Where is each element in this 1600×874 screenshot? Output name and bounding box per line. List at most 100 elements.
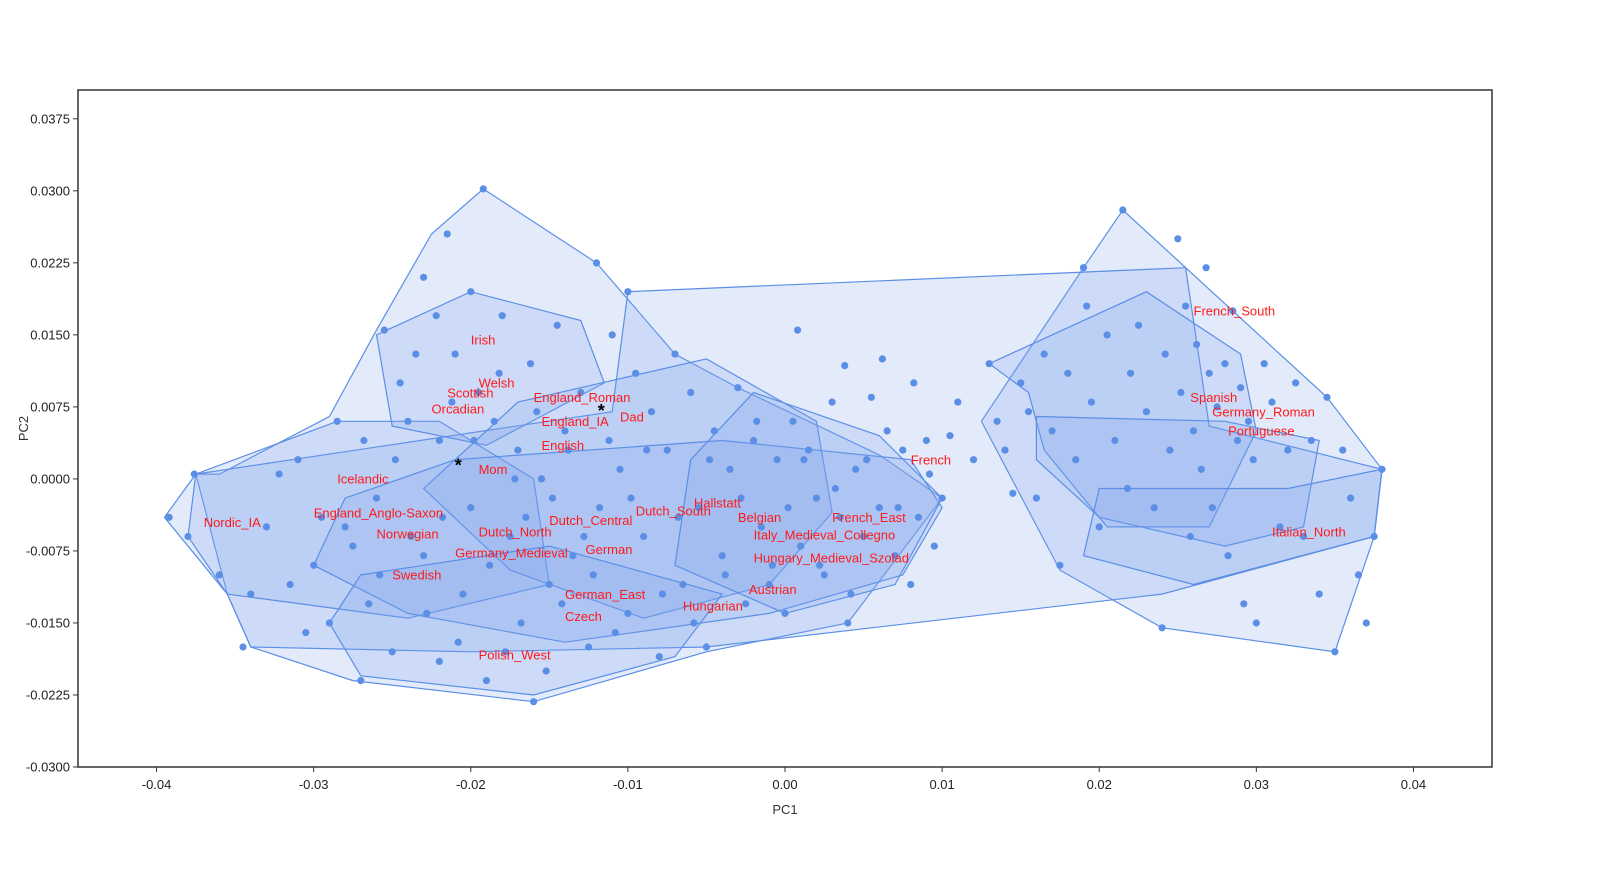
data-point bbox=[470, 436, 478, 445]
data-point bbox=[325, 619, 333, 627]
data-point bbox=[317, 513, 326, 521]
data-point bbox=[922, 436, 931, 445]
data-point bbox=[1197, 465, 1205, 473]
population-label: German bbox=[586, 542, 633, 557]
data-point bbox=[1072, 456, 1080, 464]
data-point bbox=[863, 456, 871, 464]
data-point bbox=[1158, 624, 1166, 632]
population-label: England_Anglo-Saxon bbox=[314, 505, 443, 520]
data-point bbox=[1193, 340, 1201, 349]
population-label: Belgian bbox=[738, 510, 781, 525]
data-point bbox=[1174, 235, 1182, 243]
data-point bbox=[310, 561, 318, 569]
data-point bbox=[561, 427, 569, 435]
data-point bbox=[1299, 532, 1308, 541]
data-point bbox=[742, 600, 750, 608]
data-point bbox=[1276, 523, 1284, 531]
population-label: Austrian bbox=[749, 582, 797, 597]
data-point bbox=[1292, 379, 1300, 387]
data-point bbox=[750, 436, 758, 445]
population-label: French_East bbox=[832, 510, 906, 525]
data-point bbox=[514, 446, 522, 454]
population-label: Italy_Medieval_Collegno bbox=[754, 527, 896, 542]
data-point bbox=[396, 379, 404, 387]
data-point bbox=[511, 475, 519, 483]
data-point bbox=[548, 494, 557, 502]
data-point bbox=[1354, 571, 1363, 579]
data-point bbox=[490, 417, 498, 425]
y-tick-label: -0.0225 bbox=[26, 687, 70, 702]
population-label: Portuguese bbox=[1228, 424, 1295, 439]
population-label: Swedish bbox=[392, 568, 441, 583]
data-point bbox=[1142, 408, 1150, 416]
data-point bbox=[1229, 307, 1237, 315]
population-label: Czech bbox=[565, 609, 602, 624]
data-point bbox=[1083, 302, 1091, 310]
data-point bbox=[690, 619, 698, 627]
data-point bbox=[812, 494, 821, 502]
population-label: Hungary_Medieval_Szolad bbox=[754, 551, 909, 566]
data-point bbox=[482, 677, 491, 685]
data-point bbox=[498, 312, 506, 320]
population-label: Hallstatt bbox=[694, 496, 741, 511]
data-point bbox=[526, 360, 535, 368]
data-point bbox=[883, 427, 891, 435]
population-label: Germany_Roman bbox=[1212, 405, 1315, 420]
data-point bbox=[907, 580, 915, 589]
data-point bbox=[1284, 446, 1292, 454]
data-point bbox=[533, 408, 541, 416]
population-label: Hungarian bbox=[683, 599, 743, 614]
data-point bbox=[789, 417, 797, 425]
data-point bbox=[875, 504, 883, 512]
data-point bbox=[1323, 393, 1331, 401]
x-tick-label: 0.03 bbox=[1244, 777, 1269, 792]
data-point bbox=[432, 312, 440, 320]
data-point bbox=[1202, 264, 1210, 272]
data-point bbox=[1186, 532, 1194, 541]
hull-east-a bbox=[328, 545, 724, 696]
data-point bbox=[624, 288, 632, 296]
data-point bbox=[454, 638, 462, 646]
data-point bbox=[687, 388, 695, 397]
data-point bbox=[530, 698, 538, 706]
data-point bbox=[420, 552, 428, 560]
data-point bbox=[564, 446, 572, 454]
data-point bbox=[930, 542, 938, 550]
data-point bbox=[1378, 465, 1386, 473]
data-point bbox=[577, 388, 585, 397]
population-label: Spanish bbox=[1190, 390, 1237, 405]
data-point bbox=[1249, 456, 1257, 464]
data-point bbox=[647, 408, 656, 416]
data-point bbox=[1064, 369, 1072, 377]
data-point bbox=[1224, 552, 1232, 560]
data-point bbox=[1268, 398, 1276, 406]
data-point bbox=[1127, 369, 1135, 377]
point-layer bbox=[165, 185, 1386, 706]
hull-south-b bbox=[988, 291, 1257, 528]
hull-central-b bbox=[312, 439, 943, 643]
data-point bbox=[275, 470, 283, 478]
data-point bbox=[925, 470, 934, 478]
population-label: Polish_West bbox=[479, 647, 551, 662]
data-point bbox=[1240, 600, 1248, 608]
population-label: Mom bbox=[479, 462, 508, 477]
data-point bbox=[1182, 302, 1190, 310]
data-point bbox=[658, 590, 667, 598]
data-point bbox=[448, 398, 456, 406]
x-tick-label: 0.04 bbox=[1401, 777, 1426, 792]
data-point bbox=[679, 580, 687, 589]
sample-marker-dad: * bbox=[598, 401, 605, 421]
y-tick-label: -0.0150 bbox=[26, 615, 70, 630]
population-label: Welsh bbox=[479, 376, 515, 391]
x-tick-label: -0.04 bbox=[142, 777, 172, 792]
data-point bbox=[1056, 561, 1064, 569]
data-point bbox=[784, 504, 792, 512]
data-point bbox=[475, 388, 483, 397]
data-point bbox=[596, 504, 604, 512]
data-point bbox=[805, 446, 813, 454]
population-label: Orcadian bbox=[432, 402, 485, 417]
data-point bbox=[501, 648, 509, 656]
data-point bbox=[706, 456, 714, 464]
data-point bbox=[1208, 504, 1216, 512]
